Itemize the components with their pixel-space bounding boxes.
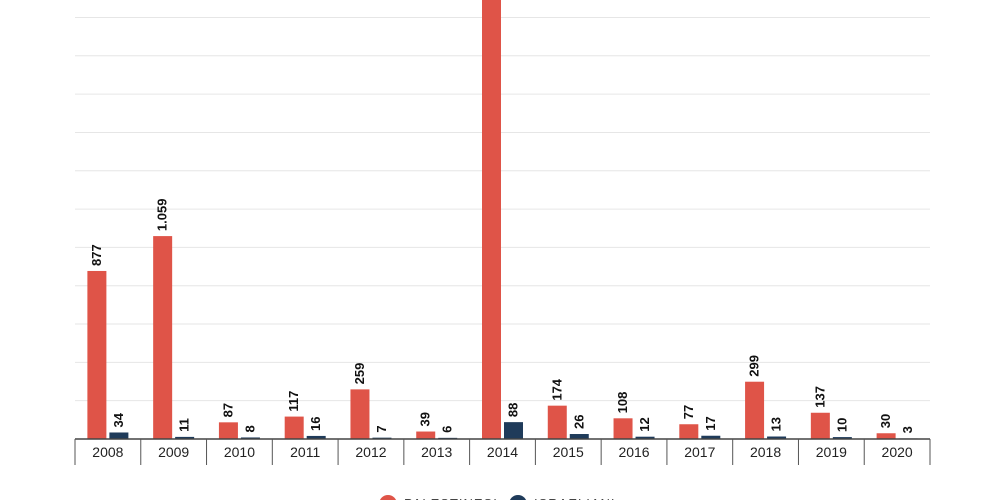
data-label: 88	[506, 403, 521, 417]
data-label: 26	[571, 415, 586, 429]
data-label: 259	[352, 363, 367, 385]
data-label: 117	[286, 391, 301, 412]
x-tick-label: 2015	[553, 444, 584, 460]
bar-palestinesi-2016	[613, 418, 633, 439]
data-label: 6	[440, 426, 455, 433]
data-label: 108	[615, 392, 630, 414]
bar-israeliani-2008	[109, 432, 129, 439]
bar-palestinesi-2009	[153, 236, 173, 439]
data-label: 1.059	[155, 199, 170, 232]
data-label: 30	[878, 414, 893, 428]
legend-marker-palestinesi	[379, 495, 397, 500]
bar-israeliani-2010	[240, 437, 260, 439]
x-tick-label: 2012	[355, 444, 386, 460]
bar-palestinesi-2010	[218, 422, 238, 439]
data-label: 13	[769, 417, 784, 431]
bar-palestinesi-2018	[745, 381, 765, 439]
x-tick-label: 2017	[684, 444, 715, 460]
data-label: 3	[900, 426, 915, 433]
x-tick-label: 2011	[290, 444, 320, 460]
bar-palestinesi-2014	[482, 0, 501, 439]
x-tick-label: 2009	[158, 444, 189, 460]
data-label: 11	[177, 418, 192, 432]
grid-lines	[75, 16, 930, 402]
bar-israeliani-2015	[569, 434, 589, 439]
x-tick-label: 2016	[618, 444, 649, 460]
bar-palestinesi-2019	[810, 412, 830, 439]
data-label: 10	[834, 418, 849, 432]
data-label: 16	[308, 416, 323, 430]
x-tick-label: 2010	[224, 444, 255, 460]
x-tick-label: 2013	[421, 444, 452, 460]
data-label: 8	[242, 425, 257, 432]
bar-israeliani-2018	[767, 436, 787, 439]
data-label: 877	[89, 244, 104, 266]
legend-label-israeliani: ISRAELIANI	[534, 496, 616, 500]
x-tick-label: 2020	[882, 444, 913, 460]
bar-palestinesi-2008	[87, 270, 107, 439]
legend-label-palestinesi: PALESTINESI	[404, 496, 498, 500]
bars	[87, 0, 918, 439]
bar-israeliani-2016	[635, 436, 655, 439]
x-tick-label: 2014	[487, 444, 518, 460]
data-label: 7	[374, 425, 389, 432]
data-label: 39	[418, 412, 433, 426]
data-label: 137	[812, 386, 827, 408]
bar-palestinesi-2011	[284, 416, 304, 439]
x-axis: 2008 2009 2010 2011 2012 2013 2014 2015 2016 2017…	[74, 438, 931, 465]
data-label: 174	[549, 378, 564, 400]
data-label: 34	[111, 412, 126, 427]
legend-marker-israeliani	[509, 495, 527, 500]
bar-palestinesi-2020	[876, 433, 896, 439]
x-tick-label: 2008	[92, 444, 123, 460]
legend: PALESTINESI ISRAELIANI	[379, 495, 616, 500]
data-label: 299	[747, 355, 762, 377]
bar-israeliani-2019	[832, 437, 852, 439]
data-label: 87	[220, 403, 235, 417]
data-labels: 877 34 1.059 11 87 8 117 16 259 7 39 6 88 174 26 108 12 7…	[89, 199, 915, 434]
x-tick-label: 2018	[750, 444, 781, 460]
bar-israeliani-2017	[701, 435, 721, 439]
bar-palestinesi-2017	[679, 424, 699, 439]
data-label: 12	[637, 417, 652, 431]
data-label: 17	[703, 416, 718, 430]
bar-israeliani-2009	[175, 436, 195, 439]
x-tick-label: 2019	[816, 444, 847, 460]
bar-palestinesi-2013	[416, 431, 436, 439]
bar-palestinesi-2015	[547, 405, 567, 439]
bar-israeliani-2014	[504, 422, 523, 439]
data-label: 77	[681, 405, 696, 419]
bar-palestinesi-2012	[350, 389, 370, 439]
bar-israeliani-2011	[306, 435, 326, 439]
